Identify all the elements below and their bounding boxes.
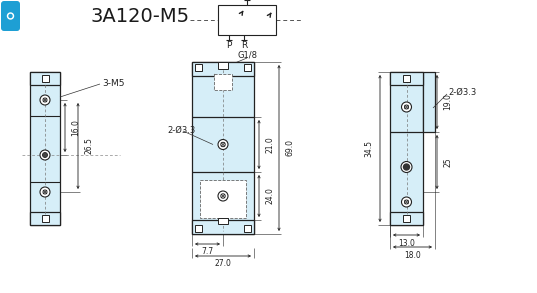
Text: 19.0: 19.0	[444, 93, 453, 110]
Circle shape	[9, 14, 12, 18]
Bar	[390, 212, 423, 225]
Text: 25: 25	[444, 157, 453, 167]
Text: 21.0: 21.0	[265, 136, 274, 153]
Circle shape	[40, 95, 50, 105]
Circle shape	[402, 102, 411, 112]
Circle shape	[42, 152, 47, 158]
Bar	[192, 62, 254, 234]
Text: G1/8: G1/8	[238, 50, 258, 59]
Circle shape	[401, 161, 412, 173]
Bar	[195, 64, 202, 71]
Text: 18.0: 18.0	[404, 251, 421, 260]
Bar	[41, 75, 48, 82]
Text: P: P	[226, 40, 231, 50]
Bar	[218, 62, 228, 69]
Text: 3-M5: 3-M5	[102, 79, 125, 88]
Text: 13.0: 13.0	[398, 239, 415, 248]
Bar	[218, 5, 276, 35]
Bar	[403, 75, 410, 82]
Text: 16.0: 16.0	[71, 119, 81, 136]
Bar	[214, 74, 232, 90]
Bar	[390, 72, 423, 225]
Bar	[30, 72, 60, 225]
Text: 2-Ø3.3: 2-Ø3.3	[448, 88, 476, 96]
Text: 27.0: 27.0	[215, 260, 231, 268]
Bar	[244, 225, 251, 232]
Text: 34.5: 34.5	[365, 140, 374, 157]
Circle shape	[8, 13, 13, 19]
Text: 3A120-M5: 3A120-M5	[90, 6, 189, 25]
Bar	[192, 220, 254, 234]
Bar	[192, 62, 254, 76]
Circle shape	[218, 191, 228, 201]
FancyBboxPatch shape	[1, 1, 20, 31]
Bar	[30, 72, 60, 85]
Circle shape	[40, 150, 50, 160]
Text: 2-Ø3.3: 2-Ø3.3	[167, 125, 195, 134]
Text: 24.0: 24.0	[265, 188, 274, 205]
Text: 7.7: 7.7	[201, 248, 214, 256]
Bar	[200, 180, 246, 218]
Bar	[195, 225, 202, 232]
Circle shape	[403, 164, 410, 170]
Text: A: A	[244, 0, 250, 1]
Bar	[218, 218, 228, 224]
Bar	[41, 215, 48, 222]
Text: 69.0: 69.0	[286, 139, 294, 156]
Bar	[390, 72, 423, 85]
Text: R: R	[241, 40, 247, 50]
Text: 26.5: 26.5	[84, 137, 93, 154]
Bar	[244, 64, 251, 71]
Circle shape	[402, 197, 411, 207]
Circle shape	[40, 187, 50, 197]
Circle shape	[218, 139, 228, 149]
Bar	[30, 212, 60, 225]
Bar	[423, 72, 435, 132]
Bar	[403, 215, 410, 222]
